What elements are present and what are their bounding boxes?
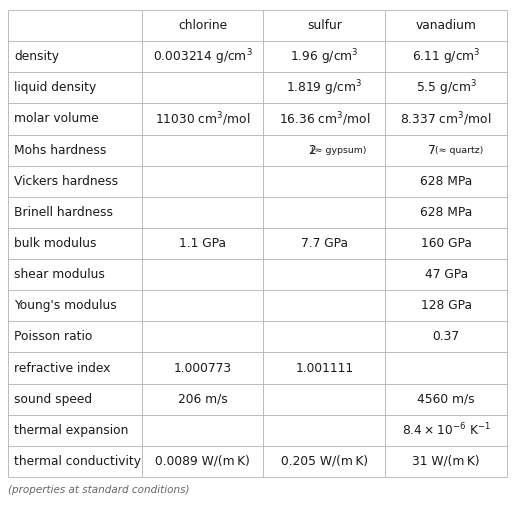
Text: thermal conductivity: thermal conductivity <box>14 455 141 468</box>
Text: (≈ gypsum): (≈ gypsum) <box>311 145 366 154</box>
Text: (properties at standard conditions): (properties at standard conditions) <box>8 485 190 495</box>
Text: 1.96 g/cm$^3$: 1.96 g/cm$^3$ <box>290 47 358 67</box>
Text: Brinell hardness: Brinell hardness <box>14 206 113 219</box>
Text: 47 GPa: 47 GPa <box>424 268 468 281</box>
Text: Mohs hardness: Mohs hardness <box>14 144 107 156</box>
Text: 16.36 cm$^3$/mol: 16.36 cm$^3$/mol <box>279 110 370 128</box>
Text: shear modulus: shear modulus <box>14 268 105 281</box>
Text: 160 GPa: 160 GPa <box>421 237 472 250</box>
Text: 8.337 cm$^3$/mol: 8.337 cm$^3$/mol <box>401 110 492 128</box>
Text: 6.11 g/cm$^3$: 6.11 g/cm$^3$ <box>412 47 480 67</box>
Text: sound speed: sound speed <box>14 393 92 406</box>
Text: 2: 2 <box>308 144 316 156</box>
Text: Poisson ratio: Poisson ratio <box>14 330 92 343</box>
Text: 5.5 g/cm$^3$: 5.5 g/cm$^3$ <box>416 78 476 98</box>
Text: vanadium: vanadium <box>416 19 476 32</box>
Text: 628 MPa: 628 MPa <box>420 175 472 188</box>
Text: chlorine: chlorine <box>178 19 227 32</box>
Text: (≈ quartz): (≈ quartz) <box>435 145 483 154</box>
Text: 0.003214 g/cm$^3$: 0.003214 g/cm$^3$ <box>153 47 252 67</box>
Text: $8.4\times10^{-6}$ K$^{-1}$: $8.4\times10^{-6}$ K$^{-1}$ <box>402 422 491 438</box>
Text: 628 MPa: 628 MPa <box>420 206 472 219</box>
Text: 0.205 W/(m K): 0.205 W/(m K) <box>281 455 368 468</box>
Text: bulk modulus: bulk modulus <box>14 237 96 250</box>
Text: 0.0089 W/(m K): 0.0089 W/(m K) <box>155 455 250 468</box>
Text: molar volume: molar volume <box>14 112 99 125</box>
Text: thermal expansion: thermal expansion <box>14 424 128 437</box>
Text: refractive index: refractive index <box>14 362 110 374</box>
Text: 206 m/s: 206 m/s <box>178 393 228 406</box>
Text: Young's modulus: Young's modulus <box>14 299 117 312</box>
Text: 4560 m/s: 4560 m/s <box>417 393 475 406</box>
Text: density: density <box>14 50 59 63</box>
Text: 128 GPa: 128 GPa <box>421 299 472 312</box>
Text: 0.37: 0.37 <box>433 330 460 343</box>
Text: Vickers hardness: Vickers hardness <box>14 175 118 188</box>
Text: liquid density: liquid density <box>14 81 96 94</box>
Text: 1.819 g/cm$^3$: 1.819 g/cm$^3$ <box>286 78 363 98</box>
Text: sulfur: sulfur <box>307 19 342 32</box>
Text: 1.1 GPa: 1.1 GPa <box>179 237 226 250</box>
Text: 31 W/(m K): 31 W/(m K) <box>413 455 480 468</box>
Text: 11030 cm$^3$/mol: 11030 cm$^3$/mol <box>155 110 250 128</box>
Text: 1.001111: 1.001111 <box>295 362 353 374</box>
Text: 7.7 GPa: 7.7 GPa <box>301 237 348 250</box>
Text: 1.000773: 1.000773 <box>174 362 232 374</box>
Text: 7: 7 <box>428 144 436 156</box>
